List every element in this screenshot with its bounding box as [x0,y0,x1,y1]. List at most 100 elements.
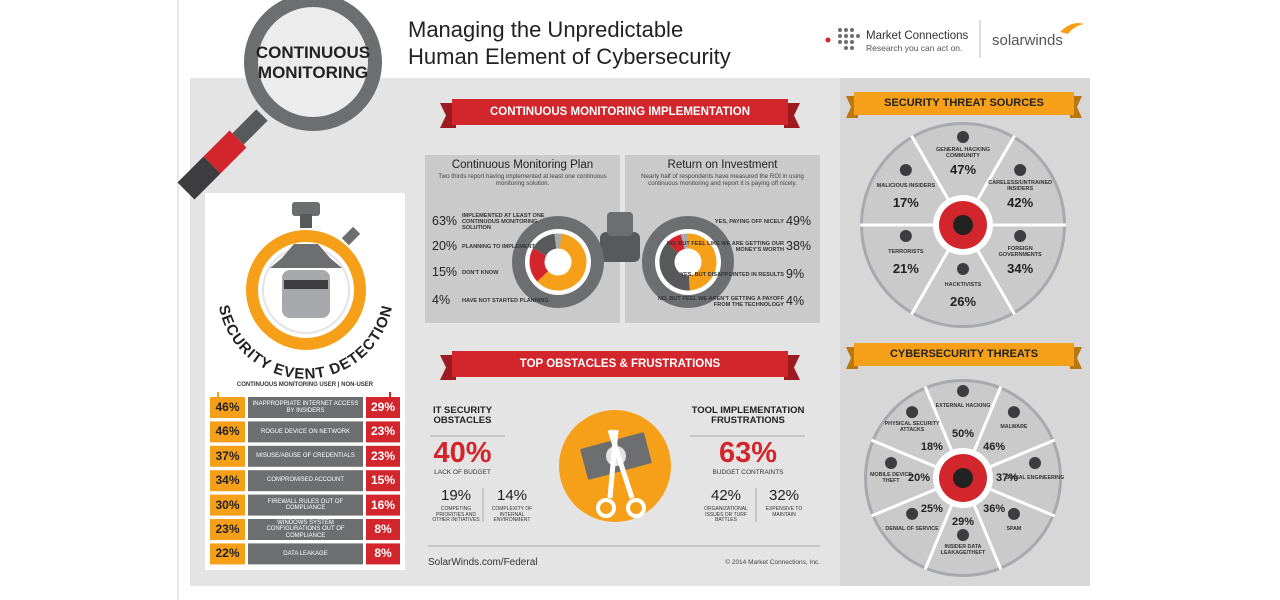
big-label: BUDGET CONTRAINTS [712,469,784,476]
label-cell [248,494,363,516]
label-cell [248,445,363,467]
pie-hub-icon [953,215,973,235]
badge-text: CONTINUOUS [255,43,371,62]
nonuser-percent: 23% [370,448,396,463]
spy-face [282,270,330,318]
panel-note: Two thirds report having implemented at … [438,173,607,187]
threat-icon [957,263,969,275]
threat-percent: 47% [949,161,977,177]
threat-label: CARELESS/UNTRAINED INSIDERS [988,179,1053,192]
threat-percent: 46% [983,440,1006,453]
percent: 38% [786,239,812,254]
scissors-ring [596,498,616,518]
event-label: ROGUE DEVICE ON NETWORK [260,428,350,435]
ribbon [854,343,1074,366]
nonuser-percent: 15% [370,473,396,488]
donut-segment [533,233,557,256]
threat-label: MOBILE DEVICE THEFT [870,472,912,484]
donut-segment [687,233,717,291]
item-label: YES, BUT DISAPPOINTED IN RESULTS [680,271,784,278]
nonuser-cell [366,470,400,492]
nonuser-cell [366,519,400,540]
item-label: DON'T KNOW [462,269,499,276]
threat-percent: 29% [951,515,975,528]
user-cell [210,445,245,467]
panel-title: Return on Investment [667,159,778,171]
threat-percent: 37% [995,471,1019,484]
item-label: YES, PAYING OFF NICELY [714,218,784,225]
threat-icon [1029,457,1041,469]
item-label: IMPLEMENTED AT LEAST ONE CONTINUOUS MONI… [462,212,545,232]
event-label: WINDOWS SYSTEM CONFIGURATIONS OUT OF COM… [266,519,345,539]
event-label: DATA LEAKAGE [283,550,328,557]
threat-label: INSIDER DATA LEAKAGE/THEFT [940,544,986,556]
section-title: TOP OBSTACLES & FRUSTRATIONS [519,357,721,370]
label-cell [248,421,363,443]
item-label: HAVE NOT STARTED PLANNING [462,297,549,304]
threat-percent: 25% [920,503,943,516]
threat-label: PHYSICAL SECURITY ATTACKS [884,421,940,434]
scissors-blade [607,429,635,499]
logo-tagline: Research you can act on. [866,43,963,53]
threat-label: SPAM [1006,526,1022,532]
threat-icon [899,230,912,242]
ribbon [854,92,1074,115]
threat-label: DENIAL OF SERVICE [885,526,939,532]
label-cell [248,543,363,565]
section-title: CYBERSECURITY THREATS [889,348,1039,361]
nonuser-percent: 29% [370,399,396,414]
user-percent: 30% [215,497,240,512]
group-title: IT SECURITY OBSTACLES [432,405,493,427]
panel-title: Continuous Monitoring Plan [451,159,594,171]
binocular-bridge [607,212,633,236]
stopwatch-stem [300,214,312,228]
threat-percent: 34% [1007,260,1034,276]
threat-percent: 18% [920,440,943,453]
threat-percent: 20% [907,471,931,484]
small-label: COMPLEXITY OF INTERNAL ENVIRONMENT [491,506,533,523]
threat-icon [1007,507,1020,520]
threat-icon [957,529,969,541]
threat-percent: 17% [892,194,919,210]
event-label: INAPPROPRIATE INTERNET ACCESS BY INSIDER… [252,400,359,414]
partner-logo: solarwinds [992,32,1063,49]
magnifier-handle [177,156,221,200]
user-cell [210,397,245,418]
donut-segment [537,233,587,291]
threat-icon [1014,230,1027,242]
ribbon [452,99,788,125]
threat-label: TERRORISTS [888,248,924,255]
user-percent: 23% [215,521,240,536]
user-percent: 37% [215,448,240,463]
magnifier-neck [232,109,268,145]
logo-mark [838,28,860,50]
item-label: NO, BUT FEEL LIKE WE ARE GETTING OUR MON… [666,240,784,253]
nonuser-percent: 8% [374,521,392,536]
percent: 4% [432,293,451,308]
threat-label: HACKTIVISTS [944,281,982,288]
event-label: FIREWALL RULES OUT OF COMPLIANCE [267,498,344,512]
threat-label: SOCIAL ENGINEERING [1005,475,1065,482]
threat-label: GENERAL HACKING COMMUNITY [936,146,990,159]
page-title: Managing the Unpredictable [408,17,684,42]
item-label: PLANNING TO IMPLEMENT [462,243,535,250]
nonuser-percent: 8% [374,546,392,561]
event-label: MISUSE/ABUSE OF CREDENTIALS [256,453,355,459]
threat-icon [899,164,912,176]
page-title: Human Element of Cybersecurity [408,44,731,69]
nonuser-cell [366,421,400,443]
panel-note: Nearly half of respondents have measured… [641,173,804,187]
threat-percent: 50% [951,427,975,440]
percent: 20% [432,239,458,254]
binocular-bridge [600,232,640,262]
item-label: NO, BUT FEEL WE AREN'T GETTING A PAYOFF … [657,295,784,308]
small-percent: 42% [710,487,742,504]
label-cell [248,397,363,418]
magnifier-handle [203,130,247,174]
percent: 15% [432,265,458,280]
percent: 63% [432,214,458,229]
threat-icon [906,507,919,520]
section-title: CONTINUOUS MONITORING IMPLEMENTATION [489,105,751,118]
user-cell [210,494,245,516]
